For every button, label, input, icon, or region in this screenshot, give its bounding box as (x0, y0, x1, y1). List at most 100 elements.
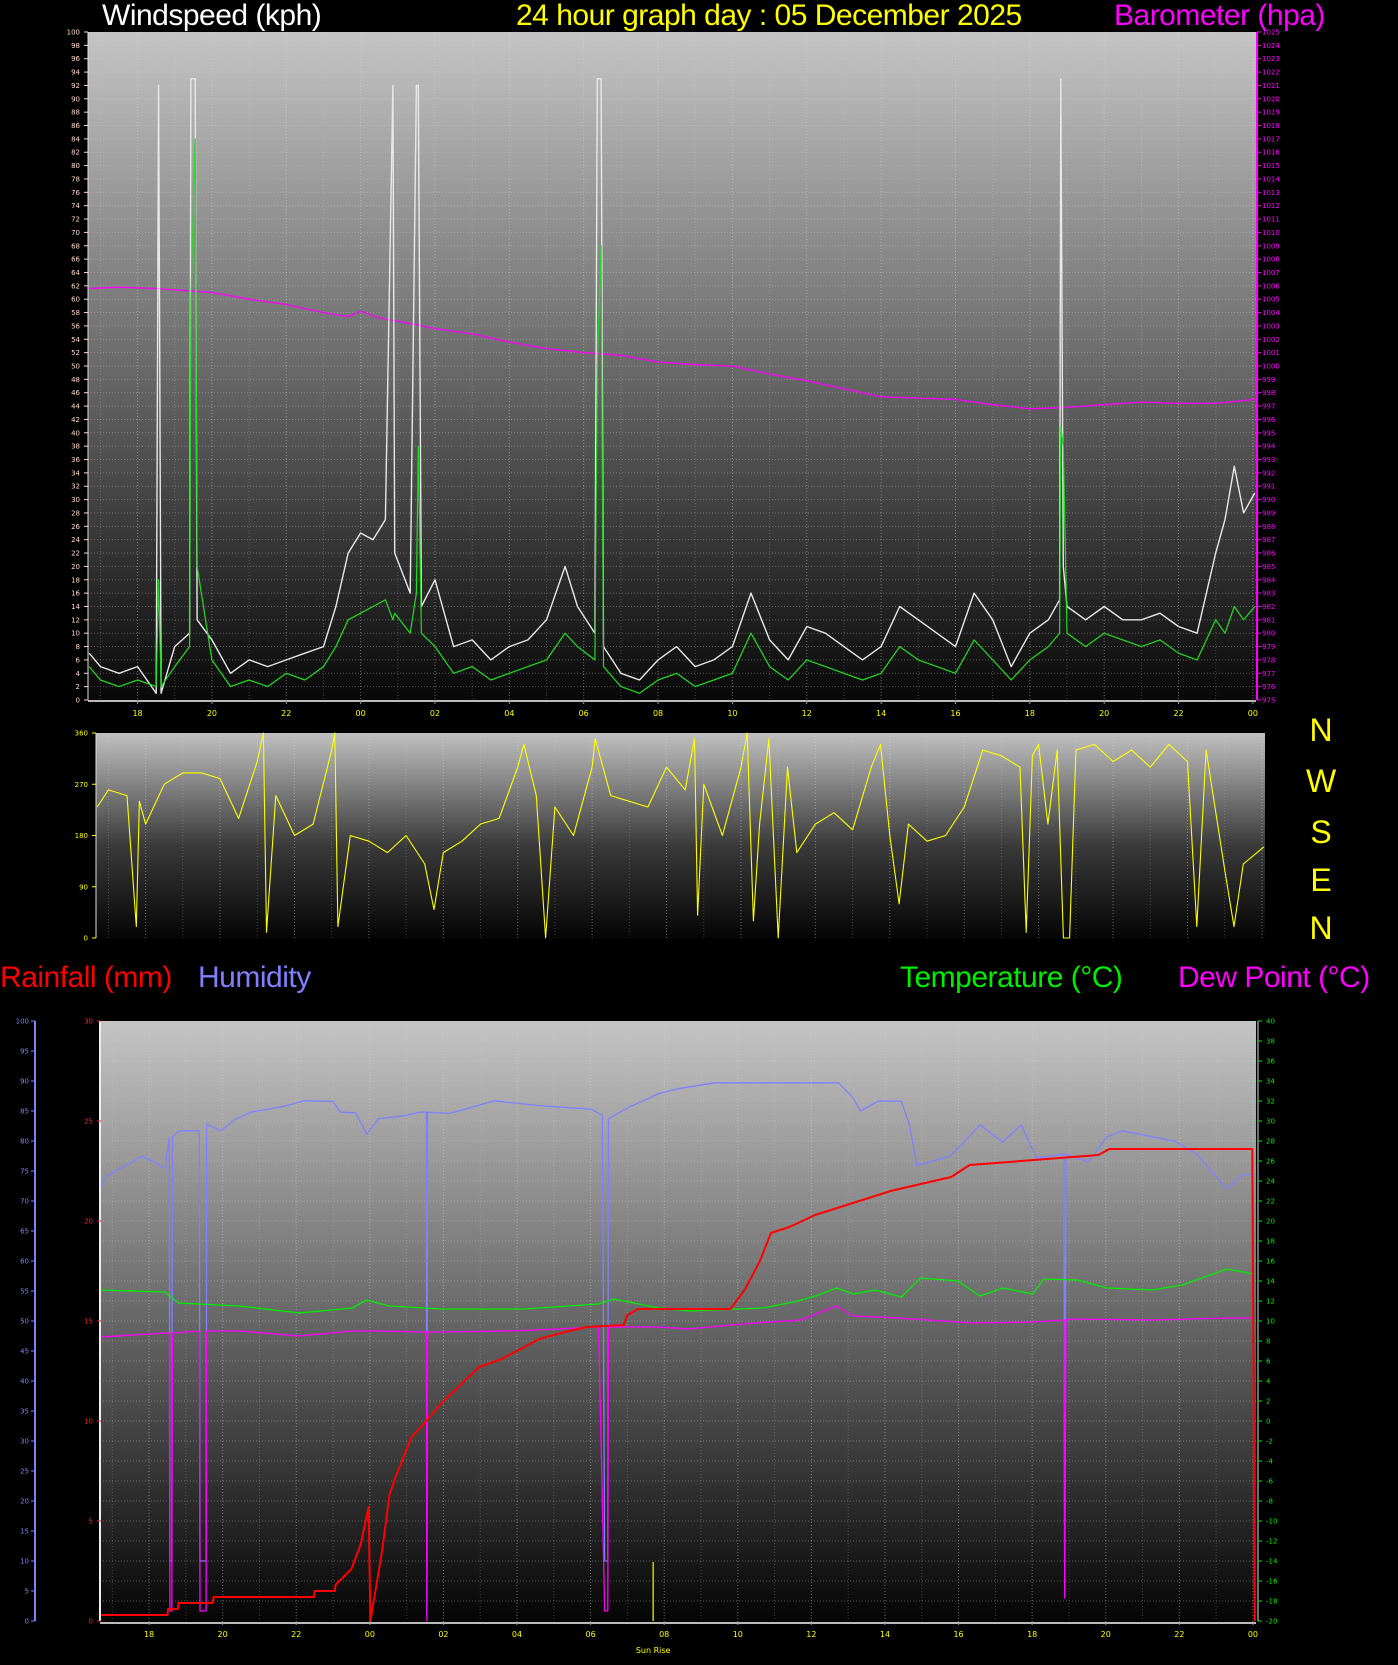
humidity-tick-label: 95 (20, 1048, 29, 1056)
temperature-tick-label: -20 (1266, 1618, 1277, 1626)
wind-gust-line (88, 78, 1256, 694)
barometer-tick-label: 1016 (1262, 149, 1280, 157)
climate-x-tick-label: 04 (512, 1630, 522, 1639)
rainfall-title: Rainfall (mm) (0, 961, 172, 994)
wind-y-tick-label: 42 (71, 416, 80, 424)
direction-tick-label: 0 (84, 935, 88, 943)
barometer-tick-label: 991 (1262, 483, 1275, 491)
wind-y-tick-label: 68 (71, 242, 80, 250)
barometer-tick-label: 1003 (1262, 322, 1280, 330)
temperature-tick-label: 32 (1266, 1098, 1275, 1106)
humidity-tick-label: 85 (20, 1108, 29, 1116)
climate-x-tick-label: 00 (365, 1630, 375, 1639)
wind-y-tick-label: 26 (71, 523, 80, 531)
temperature-tick-label: 34 (1266, 1078, 1275, 1086)
barometer-tick-label: 1023 (1262, 55, 1280, 63)
climate-x-tick-label: 20 (1101, 1630, 1111, 1639)
temperature-tick-label: 8 (1266, 1338, 1270, 1346)
wind-y-tick-label: 76 (71, 189, 80, 197)
climate-x-tick-label: 14 (880, 1630, 890, 1639)
windspeed-title: Windspeed (kph) (102, 0, 322, 32)
barometer-tick-label: 984 (1262, 576, 1276, 584)
barometer-tick-label: 995 (1262, 429, 1275, 437)
compass-north-bottom: N (1309, 910, 1333, 946)
wind-y-tick-label: 82 (71, 149, 80, 157)
temperature-tick-label: 0 (1266, 1418, 1270, 1426)
wind-x-tick-label: 16 (950, 709, 960, 718)
humidity-tick-label: 65 (20, 1228, 29, 1236)
rain-tick-label: 10 (84, 1418, 93, 1426)
compass-south: S (1310, 814, 1332, 850)
wind-y-tick-label: 62 (71, 282, 80, 290)
temperature-tick-label: 4 (1266, 1378, 1271, 1386)
wind-y-tick-label: 66 (71, 256, 80, 264)
wind-x-tick-label: 14 (876, 709, 886, 718)
humidity-tick-label: 75 (20, 1168, 29, 1176)
barometer-tick-label: 981 (1262, 616, 1275, 624)
barometer-tick-label: 989 (1262, 509, 1275, 517)
barometer-tick-label: 1022 (1262, 69, 1280, 77)
temperature-title: Temperature (°C) (900, 961, 1123, 994)
wind-x-tick-label: 10 (727, 709, 737, 718)
barometer-tick-label: 1024 (1262, 42, 1280, 50)
rain-tick-label: 20 (84, 1218, 93, 1226)
temperature-tick-label: -16 (1266, 1578, 1278, 1586)
humidity-tick-label: 30 (20, 1438, 29, 1446)
temperature-tick-label: 26 (1266, 1158, 1275, 1166)
temperature-tick-label: 22 (1266, 1198, 1275, 1206)
barometer-tick-label: 983 (1262, 590, 1275, 598)
barometer-tick-label: 1020 (1262, 95, 1280, 103)
barometer-tick-label: 982 (1262, 603, 1275, 611)
barometer-tick-label: 1009 (1262, 242, 1280, 250)
graph-title: 24 hour graph day : 05 December 2025 (516, 0, 1022, 32)
wind-x-tick-label: 06 (579, 709, 589, 718)
barometer-tick-label: 1006 (1262, 282, 1280, 290)
wind-average-line (88, 138, 1256, 694)
barometer-tick-label: 1014 (1262, 175, 1280, 183)
wind-y-tick-label: 16 (71, 590, 80, 598)
temperature-tick-label: -12 (1266, 1538, 1277, 1546)
climate-x-tick-label: 16 (953, 1630, 963, 1639)
humidity-tick-label: 10 (20, 1558, 29, 1566)
climate-x-tick-label: 10 (733, 1630, 743, 1639)
wind-y-tick-label: 12 (71, 616, 80, 624)
temperature-tick-label: 2 (1266, 1398, 1270, 1406)
wind-y-tick-label: 56 (71, 322, 80, 330)
wind-y-tick-label: 100 (67, 29, 80, 37)
humidity-title: Humidity (198, 961, 311, 994)
temperature-tick-label: 18 (1266, 1238, 1275, 1246)
wind-x-tick-label: 08 (653, 709, 663, 718)
wind-y-tick-label: 52 (71, 349, 80, 357)
wind-x-tick-label: 22 (281, 709, 291, 718)
barometer-tick-label: 986 (1262, 550, 1276, 558)
dew-point-title: Dew Point (°C) (1178, 961, 1370, 994)
temperature-tick-label: 36 (1266, 1058, 1275, 1066)
barometer-title: Barometer (hpa) (1114, 0, 1325, 32)
temperature-tick-label: 6 (1266, 1358, 1271, 1366)
wind-y-tick-label: 34 (71, 469, 80, 477)
wind-y-tick-label: 46 (71, 389, 80, 397)
direction-tick-label: 270 (75, 781, 88, 789)
rain-tick-label: 0 (89, 1618, 93, 1626)
direction-plot-area (96, 733, 1265, 938)
barometer-tick-label: 1021 (1262, 82, 1280, 90)
temperature-tick-label: 16 (1266, 1258, 1275, 1266)
wind-y-tick-label: 38 (71, 443, 80, 451)
wind-y-tick-label: 30 (71, 496, 80, 504)
wind-y-tick-label: 40 (71, 429, 80, 437)
wind-y-tick-label: 60 (71, 296, 80, 304)
compass-north-top: N (1309, 712, 1333, 748)
barometer-tick-label: 1005 (1262, 296, 1280, 304)
barometer-tick-label: 1015 (1262, 162, 1280, 170)
humidity-tick-label: 80 (20, 1138, 29, 1146)
wind-y-tick-label: 20 (71, 563, 80, 571)
temperature-tick-label: 40 (1266, 1018, 1275, 1026)
barometer-tick-label: 998 (1262, 389, 1275, 397)
barometer-tick-label: 976 (1262, 683, 1276, 691)
wind-y-tick-label: 50 (71, 363, 80, 371)
barometer-tick-label: 990 (1262, 496, 1275, 504)
humidity-tick-label: 90 (20, 1078, 29, 1086)
wind-y-tick-label: 54 (71, 336, 80, 344)
humidity-tick-label: 40 (20, 1378, 29, 1386)
